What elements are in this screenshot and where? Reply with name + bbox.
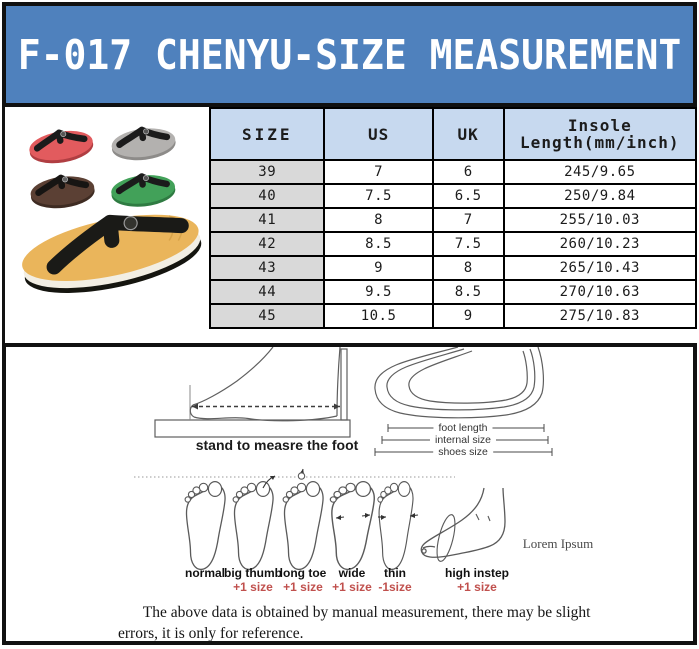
insole-cell: 275/10.83 [502, 303, 698, 329]
title-banner: F-017 CHENYU-SIZE MEASUREMENT [2, 2, 697, 107]
foot-big-thumb-image [232, 480, 274, 571]
insole-cell: 270/10.63 [502, 279, 698, 305]
uk-cell: 9 [431, 303, 505, 329]
foot-variant-marks [262, 468, 419, 520]
flip-flop-brown-image [30, 174, 95, 209]
product-gallery [2, 107, 209, 343]
flip-flop-green-image [111, 173, 176, 207]
uk-cell: 8.5 [431, 279, 505, 305]
watermark-text: Lorem Ipsum [522, 536, 594, 551]
foot-type-label: big thumb [224, 566, 282, 580]
insole-cell: 265/10.43 [502, 255, 698, 281]
size-table: SIZE US UK Insole Length(mm/inch) 39 7 6… [208, 107, 698, 329]
table-row: 45 10.5 9 275/10.83 [208, 303, 698, 329]
insole-cell: 255/10.03 [502, 207, 698, 233]
column-header-insole: Insole Length(mm/inch) [502, 107, 698, 161]
stand-measure-diagram [154, 347, 351, 438]
foot-wide-image [329, 480, 375, 571]
flip-flop-red-image [29, 129, 94, 164]
dim-label-shoes-size: shoes size [433, 446, 493, 458]
size-cell: 43 [208, 255, 326, 281]
us-cell: 9 [323, 255, 434, 281]
size-adjust-label: +1 size [283, 580, 323, 594]
us-cell: 9.5 [323, 279, 434, 305]
flip-flop-gallery-image [22, 126, 202, 293]
us-cell: 8 [323, 207, 434, 233]
size-adjust-label: +1 size [233, 580, 273, 594]
foot-type-label: high instep [445, 566, 509, 580]
table-row: 39 7 6 245/9.65 [208, 159, 698, 185]
foot-type-label: long toe [279, 566, 327, 580]
size-adjust-label: -1size [378, 580, 412, 594]
shoe-size-diagram [374, 347, 544, 419]
measurement-guide-section: stand to measre the foot foot length int… [2, 343, 697, 645]
column-header-us-label: US [367, 124, 390, 144]
uk-cell: 8 [431, 255, 505, 281]
flip-flop-gray-image [111, 126, 176, 161]
table-row: 43 9 8 265/10.43 [208, 255, 698, 281]
uk-cell: 6 [431, 159, 505, 185]
insole-header-line1: Insole [567, 116, 632, 135]
foot-normal-image [184, 480, 226, 571]
foot-type-label: normal [184, 566, 226, 580]
table-row: 42 8.5 7.5 260/10.23 [208, 231, 698, 257]
insole-cell: 260/10.23 [502, 231, 698, 257]
size-adjust-label: +1 size [332, 580, 372, 594]
size-table-header-row: SIZE US UK Insole Length(mm/inch) [208, 107, 698, 161]
column-header-size: SIZE [208, 107, 326, 161]
foot-long-toe-image [282, 480, 324, 571]
column-header-size-label: SIZE [241, 124, 293, 144]
foot-type-label: thin [384, 566, 406, 580]
insole-header-line2: Length(mm/inch) [520, 133, 680, 152]
uk-cell: 6.5 [431, 183, 505, 209]
column-header-uk-label: UK [457, 124, 479, 144]
us-cell: 7 [323, 159, 434, 185]
table-row: 44 9.5 8.5 270/10.63 [208, 279, 698, 305]
size-cell: 42 [208, 231, 326, 257]
size-cell: 41 [208, 207, 326, 233]
size-cell: 44 [208, 279, 326, 305]
page-title: F-017 CHENYU-SIZE MEASUREMENT [17, 30, 682, 79]
dim-label-foot-length: foot length [433, 422, 493, 434]
uk-cell: 7 [431, 207, 505, 233]
column-header-uk: UK [431, 107, 505, 161]
dim-label-internal-size: internal size [429, 434, 497, 446]
foot-high-instep-image [420, 487, 506, 562]
foot-thin-image [377, 480, 414, 571]
size-cell: 40 [208, 183, 326, 209]
insole-cell: 245/9.65 [502, 159, 698, 185]
size-cell: 45 [208, 303, 326, 329]
us-cell: 7.5 [323, 183, 434, 209]
foot-type-label: wide [338, 566, 366, 580]
size-cell: 39 [208, 159, 326, 185]
size-adjust-label: +1 size [457, 580, 497, 594]
insole-cell: 250/9.84 [502, 183, 698, 209]
flip-flop-yellow-image [22, 214, 202, 293]
column-header-us: US [323, 107, 434, 161]
us-cell: 10.5 [323, 303, 434, 329]
table-row: 40 7.5 6.5 250/9.84 [208, 183, 698, 209]
uk-cell: 7.5 [431, 231, 505, 257]
us-cell: 8.5 [323, 231, 434, 257]
stand-measure-label: stand to measre the foot [195, 437, 359, 453]
measurement-diagrams [134, 347, 553, 571]
table-row: 41 8 7 255/10.03 [208, 207, 698, 233]
disclaimer-text: The above data is obtained by manual mea… [118, 604, 591, 642]
